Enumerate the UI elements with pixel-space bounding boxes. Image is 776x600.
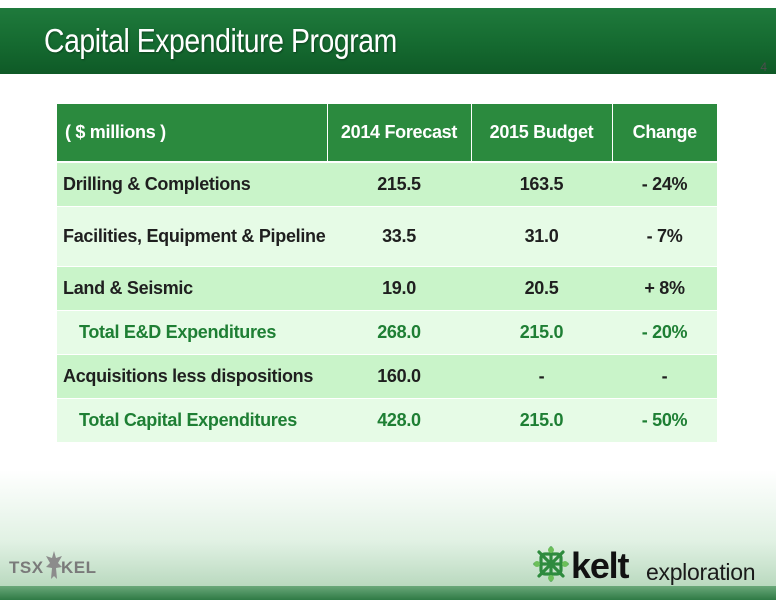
table-row: Drilling & Completions 215.5 163.5 - 24% (57, 162, 717, 207)
budget-2015-cell: 163.5 (471, 162, 612, 207)
forecast-2014-cell: 215.5 (327, 162, 471, 207)
budget-2015-cell: - (471, 354, 612, 399)
table-header-row: ( $ millions ) 2014 Forecast 2015 Budget… (57, 104, 717, 163)
forecast-2014-cell: 268.0 (327, 310, 471, 355)
header-2015-budget: 2015 Budget (471, 104, 613, 163)
forecast-2014-cell: 19.0 (327, 266, 471, 311)
footer-strip (0, 586, 776, 600)
title-bar: Capital Expenditure Program (0, 8, 776, 74)
change-cell: - 50% (612, 398, 717, 443)
budget-2015-cell: 31.0 (471, 206, 612, 267)
kelt-knot-icon (533, 546, 569, 582)
page-number: 4 (760, 60, 767, 74)
change-cell: - 24% (612, 162, 717, 207)
row-label: Drilling & Completions (57, 162, 327, 207)
header-2014-forecast: 2014 Forecast (327, 104, 472, 163)
change-cell: - (612, 354, 717, 399)
ticker-text: KEL (61, 558, 97, 577)
footer-gradient (0, 470, 776, 600)
row-label: Land & Seismic (57, 266, 327, 311)
budget-2015-cell: 20.5 (471, 266, 612, 311)
kelt-wordmark: kelt (571, 545, 629, 586)
slide-title: Capital Expenditure Program (44, 22, 397, 59)
budget-2015-cell: 215.0 (471, 398, 612, 443)
forecast-2014-cell: 33.5 (327, 206, 471, 267)
tsx-kel-logo: TSX KEL (9, 548, 99, 580)
kelt-subtitle: exploration (646, 559, 756, 585)
budget-2015-cell: 215.0 (471, 310, 612, 355)
table-row: Facilities, Equipment & Pipeline 33.5 31… (57, 206, 717, 267)
tsx-maple-icon (46, 551, 62, 579)
table-row-total: Total Capital Expenditures 428.0 215.0 -… (57, 398, 717, 443)
row-label: Acquisitions less dispositions (57, 354, 327, 399)
table-row: Acquisitions less dispositions 160.0 - - (57, 354, 717, 399)
kelt-exploration-logo: kelt exploration (533, 544, 769, 588)
forecast-2014-cell: 160.0 (327, 354, 471, 399)
change-cell: - 20% (612, 310, 717, 355)
header-units: ( $ millions ) (57, 104, 328, 163)
forecast-2014-cell: 428.0 (327, 398, 471, 443)
change-cell: - 7% (612, 206, 717, 267)
capex-table: ( $ millions ) 2014 Forecast 2015 Budget… (57, 104, 717, 443)
table-row-subtotal: Total E&D Expenditures 268.0 215.0 - 20% (57, 310, 717, 355)
tsx-logo-text: TSX (9, 558, 44, 577)
row-label: Facilities, Equipment & Pipeline (57, 206, 327, 267)
change-cell: + 8% (612, 266, 717, 311)
table-row: Land & Seismic 19.0 20.5 + 8% (57, 266, 717, 311)
header-change: Change (612, 104, 717, 163)
row-label: Total E&D Expenditures (57, 310, 327, 355)
row-label: Total Capital Expenditures (57, 398, 327, 443)
